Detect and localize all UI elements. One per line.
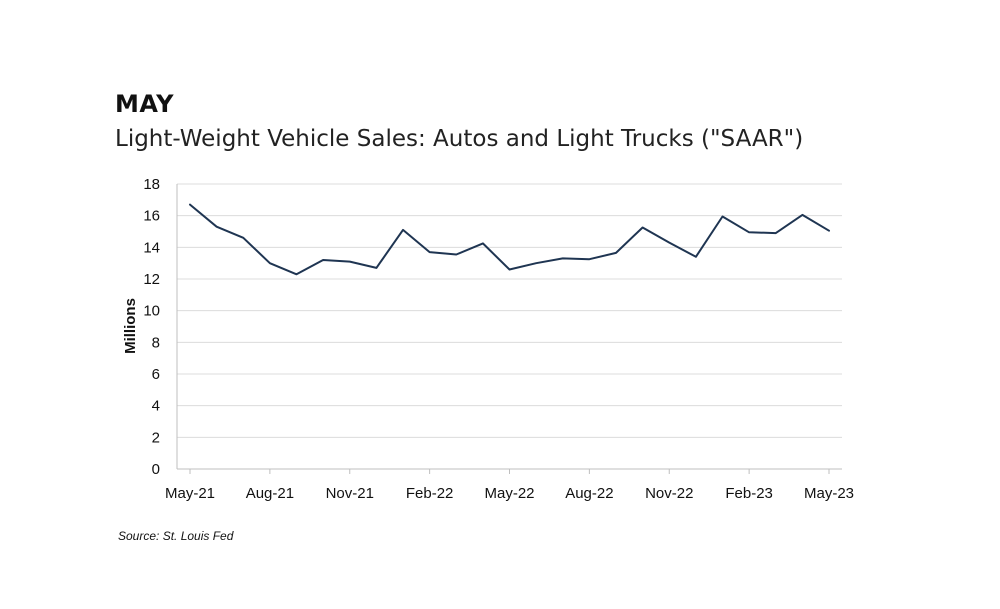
x-tick-label: May-23 bbox=[804, 485, 854, 502]
data-point bbox=[720, 214, 725, 219]
source-note: Source: St. Louis Fed bbox=[118, 529, 234, 543]
chart-kicker: MAY bbox=[115, 90, 175, 118]
y-tick-label: 10 bbox=[143, 303, 160, 320]
x-tick-label: May-22 bbox=[484, 485, 534, 502]
x-tick-label: Feb-23 bbox=[725, 485, 773, 502]
data-point bbox=[773, 231, 778, 236]
x-tick-label: Aug-21 bbox=[246, 485, 294, 502]
x-tick-label: May-21 bbox=[165, 485, 215, 502]
series-layer bbox=[188, 202, 832, 277]
data-point bbox=[693, 254, 698, 259]
series-line bbox=[189, 203, 830, 276]
data-point bbox=[188, 202, 193, 207]
data-point bbox=[267, 261, 272, 266]
data-point bbox=[214, 224, 219, 229]
data-point bbox=[747, 230, 752, 235]
y-tick-label: 18 bbox=[143, 176, 160, 193]
data-point bbox=[374, 265, 379, 270]
data-point bbox=[507, 267, 512, 272]
chart-title: Light-Weight Vehicle Sales: Autos and Li… bbox=[115, 126, 804, 152]
data-point bbox=[614, 250, 619, 255]
y-tick-labels: 0 2 4 6 8 10 12 14 16 18 bbox=[143, 176, 160, 478]
data-point bbox=[347, 259, 352, 264]
data-point bbox=[454, 252, 459, 257]
x-tick-label: Aug-22 bbox=[565, 485, 613, 502]
grid-lines bbox=[177, 183, 842, 438]
x-tick-label: Nov-22 bbox=[645, 485, 693, 502]
data-point bbox=[587, 257, 592, 262]
data-point bbox=[560, 256, 565, 261]
data-point bbox=[401, 227, 406, 232]
data-point bbox=[294, 272, 299, 277]
y-tick-label: 0 bbox=[152, 461, 160, 478]
data-point bbox=[800, 212, 805, 217]
data-point bbox=[827, 228, 832, 233]
y-tick-label: 14 bbox=[143, 239, 160, 256]
x-tick-label: Nov-21 bbox=[326, 485, 374, 502]
y-tick-label: 4 bbox=[152, 398, 160, 415]
data-point bbox=[640, 225, 645, 230]
x-tick-labels: May-21 Aug-21 Nov-21 Feb-22 May-22 Aug-22 Nov-… bbox=[165, 485, 854, 502]
axes bbox=[176, 184, 842, 474]
data-point bbox=[480, 241, 485, 246]
y-tick-label: 2 bbox=[152, 429, 160, 446]
data-point bbox=[667, 240, 672, 245]
y-tick-label: 8 bbox=[152, 334, 160, 351]
y-tick-label: 12 bbox=[143, 271, 160, 288]
y-axis-label: Millions bbox=[122, 298, 139, 354]
data-point bbox=[427, 250, 432, 255]
y-tick-label: 16 bbox=[143, 208, 160, 225]
y-tick-label: 6 bbox=[152, 366, 160, 383]
data-point bbox=[241, 235, 246, 240]
data-point bbox=[534, 261, 539, 266]
x-tick-label: Feb-22 bbox=[406, 485, 454, 502]
data-point bbox=[321, 258, 326, 263]
